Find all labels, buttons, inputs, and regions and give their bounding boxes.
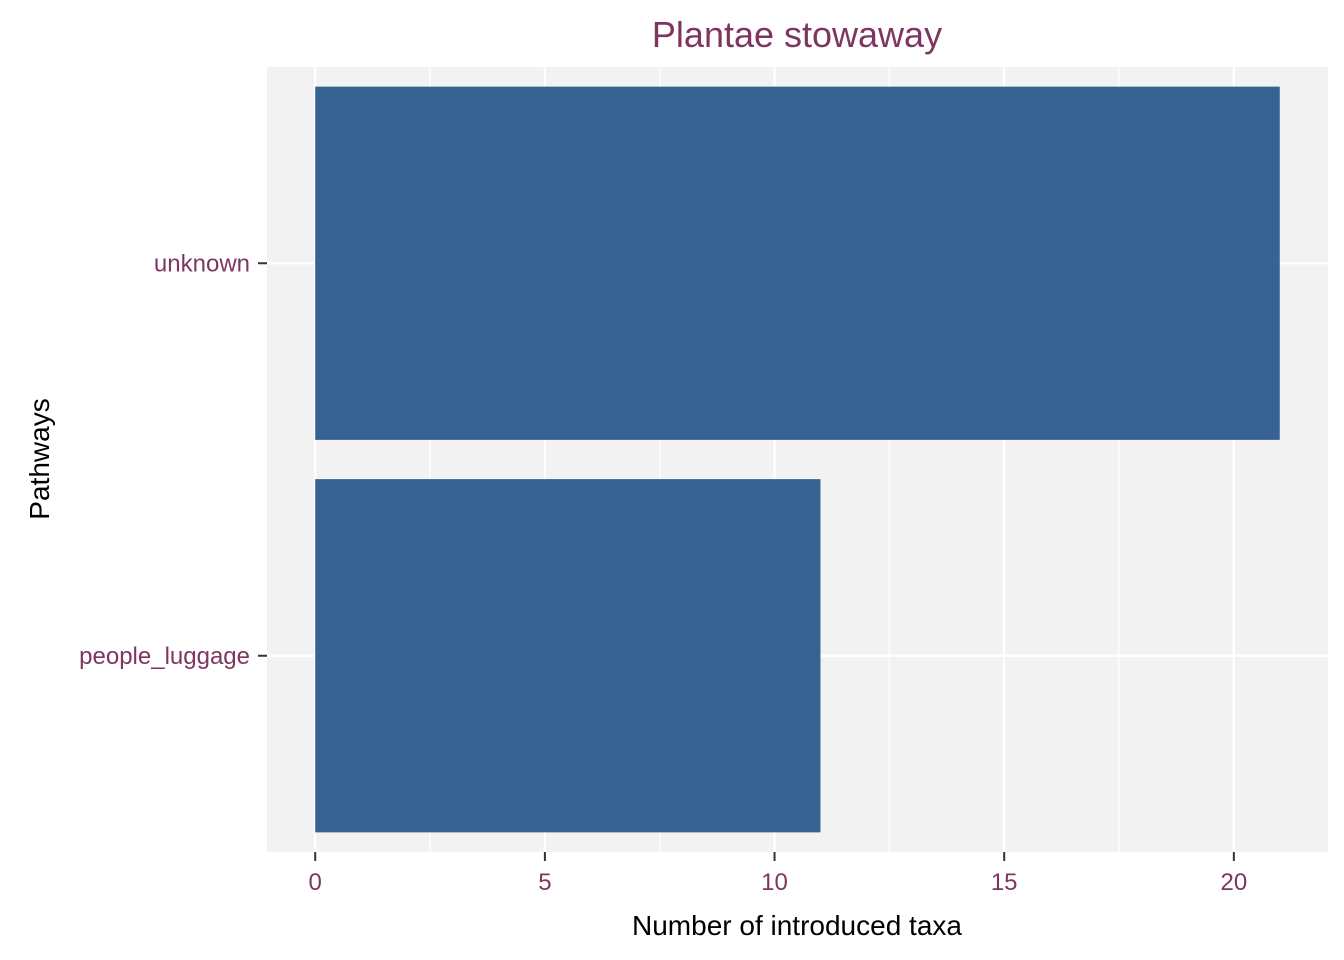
x-tick-label: 15 (991, 869, 1018, 896)
x-tick-label: 5 (538, 869, 551, 896)
x-tick-label: 20 (1220, 869, 1247, 896)
y-axis: people_luggage unknown (79, 250, 267, 670)
bar-people_luggage (315, 479, 821, 833)
y-axis-label: Pathways (24, 398, 55, 519)
chart-title: Plantae stowaway (652, 14, 942, 55)
x-tick-label: 0 (309, 869, 322, 896)
bars (315, 86, 1280, 833)
y-tick-label: unknown (154, 250, 250, 277)
x-axis: 0 5 10 15 20 (309, 852, 1247, 896)
x-axis-label: Number of introduced taxa (632, 910, 962, 941)
x-tick-label: 10 (761, 869, 788, 896)
bar-unknown (315, 86, 1280, 440)
y-tick-label: people_luggage (79, 643, 250, 670)
